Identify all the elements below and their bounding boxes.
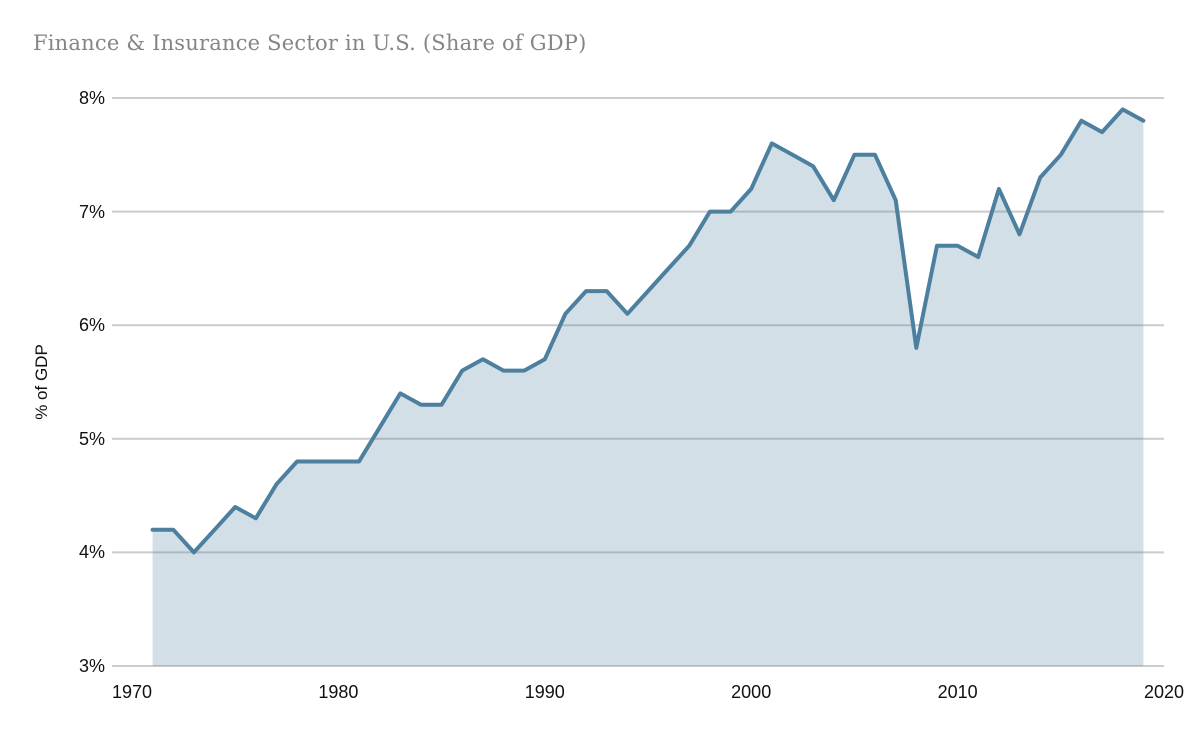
y-tick-label: 8% [78,88,105,108]
series-area-fill [152,109,1144,666]
x-tick-label: 1990 [524,682,565,702]
y-tick-label: 5% [78,428,105,449]
x-tick-label: 2000 [731,682,772,702]
series-line [150,107,1146,555]
x-tick-label: 2010 [937,682,978,702]
y-tick-label: 7% [78,201,105,222]
chart-title: Finance & Insurance Sector in U.S. (Shar… [33,31,587,55]
x-tick-label: 1980 [318,682,359,702]
y-tick-label: 6% [78,315,105,336]
y-tick-label: 3% [78,656,105,676]
x-tick-label: 2020 [1143,682,1185,702]
y-tick-label: 4% [78,542,105,563]
x-tick-label: 1970 [111,682,153,702]
